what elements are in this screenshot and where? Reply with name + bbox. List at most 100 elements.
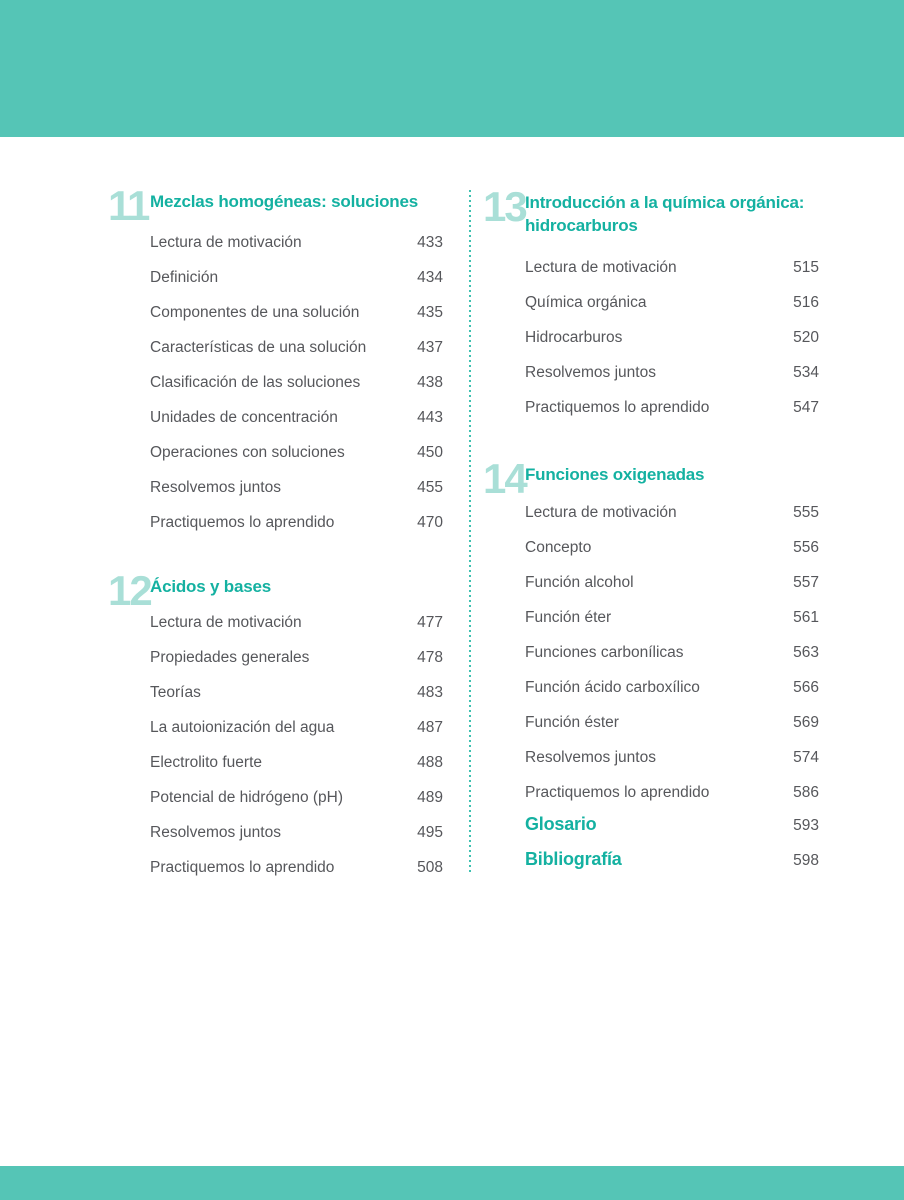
chapter-number: 12 [108,567,153,614]
toc-entry: Potencial de hidrógeno (pH) 489 [150,790,443,806]
toc-entry: Lectura de motivación 477 [150,615,443,631]
toc-entry: Resolvemos juntos 574 [525,750,819,766]
entry-label: Unidades de concentración [150,409,338,426]
chapter-title: Mezclas homogéneas: soluciones [150,192,418,211]
toc-entry: Función alcohol 557 [525,575,819,591]
entry-page-number: 508 [417,859,443,876]
entry-page-number: 586 [793,784,819,801]
toc-entry: Características de una solución 437 [150,340,443,356]
entry-page-number: 563 [793,644,819,661]
entry-label: Lectura de motivación [150,614,302,631]
entry-label: Componentes de una solución [150,304,360,321]
entry-label: Potencial de hidrógeno (pH) [150,789,344,806]
backmatter-title: Bibliografía [525,849,622,869]
chapter-title: Funciones oxigenadas [525,465,705,484]
entry-page-number: 478 [417,649,443,666]
chapter-section-11: 11 Mezclas homogéneas: soluciones Lectura … [108,182,443,550]
toc-entry: Propiedades generales 478 [150,650,443,666]
chapter-title: Ácidos y bases [150,577,271,596]
entry-page-number: 566 [793,679,819,696]
toc-entry: Practiquemos lo aprendido 470 [150,515,443,531]
entry-page-number: 574 [793,749,819,766]
entry-page-number: 434 [417,269,443,286]
chapter-header: 12 Ácidos y bases [108,567,443,614]
toc-entry: Lectura de motivación 515 [525,260,819,276]
chapter-entries: Lectura de motivación 477 Propiedades gene… [108,615,443,876]
entry-label: Lectura de motivación [150,234,302,251]
entry-page-number: 515 [793,259,819,276]
toc-entry: Practiquemos lo aprendido 508 [150,860,443,876]
entry-label: Practiquemos lo aprendido [525,399,710,416]
toc-entry: Operaciones con soluciones 450 [150,445,443,461]
entry-page-number: 450 [417,444,443,461]
toc-entry: Química orgánica 516 [525,295,819,311]
entry-label: Funciones carbonílicas [525,644,684,661]
chapter-section-14: 14 Funciones oxigenadas Lectura de motivac… [483,458,819,820]
toc-entry: Resolvemos juntos 534 [525,365,819,381]
entry-page-number: 437 [417,339,443,356]
entry-page-number: 433 [417,234,443,251]
entry-page-number: 547 [793,399,819,416]
entry-label: Definición [150,269,219,286]
entry-label: Función alcohol [525,574,634,591]
backmatter-row: Bibliografía 598 [525,849,819,869]
entry-label: Clasificación de las soluciones [150,374,361,391]
entry-label: Resolvemos juntos [150,824,281,841]
toc-entry: Practiquemos lo aprendido 586 [525,785,819,801]
entry-label: Electrolito fuerte [150,754,262,771]
chapter-entries: Lectura de motivación 433 Definición 434 Com… [108,235,443,531]
chapter-number: 11 [108,182,150,229]
chapter-entries: Lectura de motivación 555 Concepto 556 Funci… [483,505,819,801]
entry-label: Resolvemos juntos [150,479,281,496]
chapter-header: 11 Mezclas homogéneas: soluciones [108,182,443,229]
entry-page-number: 487 [417,719,443,736]
toc-entry: Hidrocarburos 520 [525,330,819,346]
entry-label: Hidrocarburos [525,329,623,346]
entry-label: Resolvemos juntos [525,364,656,381]
entry-page-number: 495 [417,824,443,841]
entry-label: Lectura de motivación [525,504,677,521]
entry-page-number: 569 [793,714,819,731]
entry-label: Características de una solución [150,339,367,356]
entry-label: Lectura de motivación [525,259,677,276]
entry-page-number: 516 [793,294,819,311]
entry-label: Practiquemos lo aprendido [150,514,335,531]
toc-entry: Lectura de motivación 555 [525,505,819,521]
entry-page-number: 438 [417,374,443,391]
toc-entry: Unidades de concentración 443 [150,410,443,426]
entry-page-number: 443 [417,409,443,426]
header-band [0,0,904,137]
chapter-entries: Lectura de motivación 515 Química orgánica… [483,260,819,416]
toc-entry: Función éter 561 [525,610,819,626]
entry-label: Teorías [150,684,201,701]
toc-entry: Resolvemos juntos 495 [150,825,443,841]
entry-label: Operaciones con soluciones [150,444,345,461]
entry-page-number: 488 [417,754,443,771]
chapter-section-12: 12 Ácidos y bases Lectura de motivación 477… [108,567,443,895]
entry-label: Propiedades generales [150,649,310,666]
entry-page-number: 483 [417,684,443,701]
entry-label: Practiquemos lo aprendido [525,784,710,801]
backmatter-page-number: 593 [793,817,819,834]
backmatter-row: Glosario 593 [525,814,819,834]
toc-entry: Función éster 569 [525,715,819,731]
entry-page-number: 561 [793,609,819,626]
toc-entry: La autoionización del agua 487 [150,720,443,736]
toc-entry: Concepto 556 [525,540,819,556]
toc-entry: Electrolito fuerte 488 [150,755,443,771]
column-divider [469,190,471,874]
entry-label: Función ácido carboxílico [525,679,700,696]
entry-label: Resolvemos juntos [525,749,656,766]
chapter-header: 14 Funciones oxigenadas [483,458,819,500]
entry-label: La autoionización del agua [150,719,335,736]
chapter-title: Introducción a la química orgánica: hidr… [525,193,805,235]
footer-band [0,1166,904,1200]
toc-entry: Definición 434 [150,270,443,286]
toc-entry: Lectura de motivación 433 [150,235,443,251]
entry-page-number: 435 [417,304,443,321]
entry-label: Función éter [525,609,612,626]
toc-entry: Teorías 483 [150,685,443,701]
entry-page-number: 470 [417,514,443,531]
backmatter-title: Glosario [525,814,597,834]
entry-page-number: 477 [417,614,443,631]
